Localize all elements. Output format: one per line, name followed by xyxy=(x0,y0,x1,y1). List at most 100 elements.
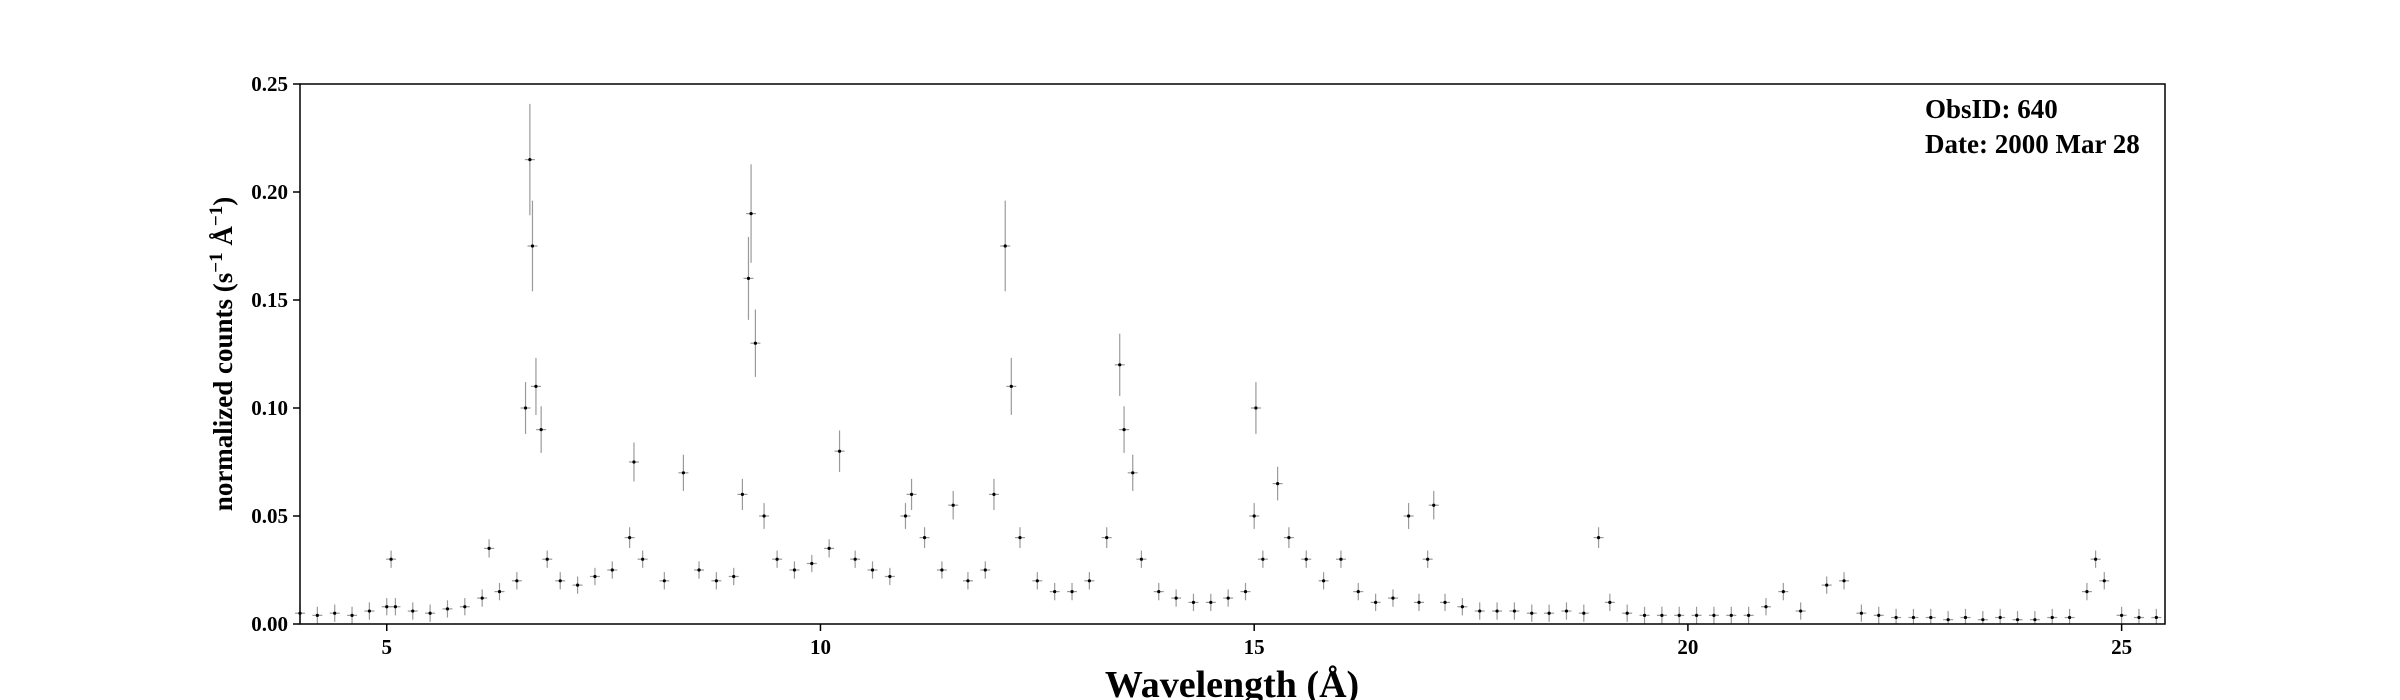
data-point xyxy=(389,557,393,561)
error-bars-group xyxy=(295,103,2162,624)
date-annotation: Date: 2000 Mar 28 xyxy=(1925,129,2140,159)
x-tick-label: 25 xyxy=(2111,635,2132,659)
data-point xyxy=(1608,600,1612,605)
data-point xyxy=(632,460,636,464)
y-tick-label: 0.25 xyxy=(251,72,288,96)
data-point xyxy=(1391,596,1395,600)
y-axis-title-part: normalized counts (s xyxy=(208,273,238,512)
data-point xyxy=(1254,406,1258,410)
data-point xyxy=(853,557,857,561)
data-point xyxy=(1131,471,1135,475)
data-point xyxy=(367,609,371,613)
data-point xyxy=(1495,609,1499,613)
data-point xyxy=(903,514,908,518)
data-point xyxy=(837,449,842,453)
data-point xyxy=(2085,590,2089,594)
data-point xyxy=(463,605,467,609)
data-point xyxy=(1530,611,1534,615)
data-point xyxy=(681,471,686,475)
data-point xyxy=(1191,600,1196,605)
data-point xyxy=(1426,557,1430,561)
data-point xyxy=(1981,618,1985,622)
data-point xyxy=(1276,482,1280,486)
data-point xyxy=(534,384,538,388)
x-axis-title: Wavelength (Å) xyxy=(1105,664,1359,700)
data-point xyxy=(714,579,718,583)
data-point xyxy=(2094,557,2098,561)
data-point xyxy=(333,611,337,615)
data-point xyxy=(1339,557,1343,561)
data-point xyxy=(411,609,415,613)
data-point xyxy=(1564,609,1569,613)
data-point xyxy=(1053,590,1057,594)
data-point xyxy=(575,583,580,587)
data-point xyxy=(2067,615,2072,620)
data-point xyxy=(1946,618,1950,622)
data-point xyxy=(1694,613,1699,617)
data-point xyxy=(1157,590,1161,594)
x-tick-label: 15 xyxy=(1244,635,1265,659)
data-point xyxy=(428,611,432,615)
data-point xyxy=(480,596,484,600)
data-point xyxy=(1087,579,1091,583)
data-point xyxy=(528,158,532,162)
data-point xyxy=(746,276,751,280)
data-point xyxy=(940,568,944,572)
data-point xyxy=(1712,613,1716,617)
data-point xyxy=(951,503,955,507)
data-point xyxy=(732,574,736,579)
data-point xyxy=(593,574,597,579)
data-point xyxy=(539,428,543,432)
data-point xyxy=(1321,579,1326,583)
data-point xyxy=(1911,615,1916,620)
data-point xyxy=(2120,613,2124,617)
data-point xyxy=(753,341,758,345)
data-point xyxy=(545,557,549,561)
y-axis-title: normalized counts (s−1 Å−1) xyxy=(206,197,238,511)
data-point xyxy=(749,212,753,216)
data-point xyxy=(1105,536,1109,540)
data-point xyxy=(1781,590,1785,594)
obsid-annotation: ObsID: 640 xyxy=(1925,94,2058,124)
data-point xyxy=(1252,514,1256,518)
data-point xyxy=(1209,600,1213,605)
data-point xyxy=(350,613,354,617)
data-points-group xyxy=(298,158,2158,622)
data-point xyxy=(487,546,491,551)
data-point xyxy=(1417,600,1421,605)
data-point xyxy=(1799,609,1803,613)
data-point xyxy=(1582,611,1586,615)
data-point xyxy=(530,244,535,248)
y-axis-title-superscript: −1 xyxy=(206,206,227,226)
data-point xyxy=(662,579,666,583)
data-point xyxy=(1963,615,1968,620)
y-axis-title-superscript: −1 xyxy=(206,252,227,272)
data-point xyxy=(1547,611,1551,615)
data-point xyxy=(1356,590,1360,594)
data-point xyxy=(1243,590,1248,594)
x-axis-ticks: 5 10 15 20 25 xyxy=(381,624,2132,659)
data-point xyxy=(827,546,831,551)
data-point xyxy=(922,536,927,540)
y-tick-label: 0.20 xyxy=(251,180,288,204)
data-point xyxy=(1460,605,1464,609)
data-point xyxy=(1859,611,1863,615)
plot-frame xyxy=(299,83,2166,625)
data-point xyxy=(1070,590,1074,594)
data-point xyxy=(610,568,614,572)
y-tick-label: 0.15 xyxy=(251,288,288,312)
data-point xyxy=(697,568,701,572)
data-point xyxy=(497,590,502,594)
data-point xyxy=(1642,613,1647,617)
data-point xyxy=(1729,613,1733,617)
data-point xyxy=(1018,536,1022,540)
y-axis-ticks: 0.00 0.05 0.10 0.15 0.20 0.25 xyxy=(251,72,300,636)
data-point xyxy=(1226,596,1230,600)
data-point xyxy=(1003,244,1007,248)
data-point xyxy=(1122,428,1126,432)
data-point xyxy=(1747,613,1751,617)
x-tick-label: 20 xyxy=(1677,635,1698,659)
data-point xyxy=(1825,583,1829,587)
data-point xyxy=(1139,557,1144,561)
